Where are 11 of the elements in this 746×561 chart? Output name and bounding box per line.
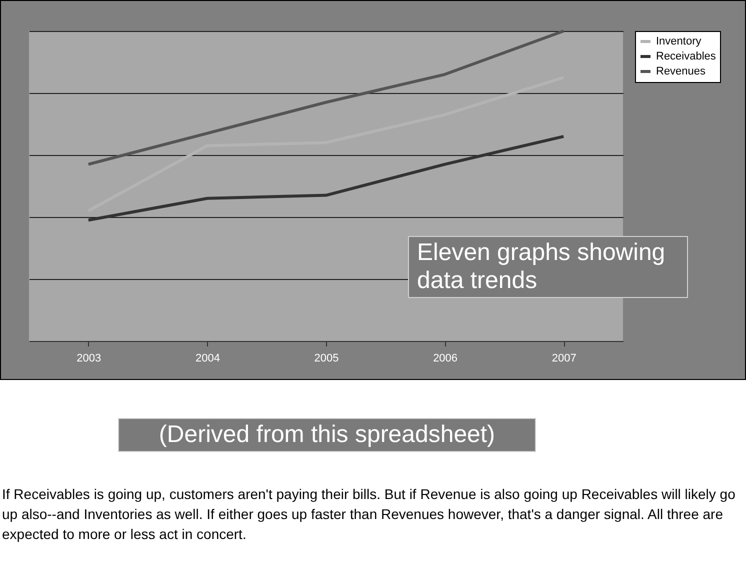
x-tick-label: 2006 bbox=[433, 352, 458, 364]
x-tick-label: 2005 bbox=[314, 352, 339, 364]
x-tick-label: 2004 bbox=[195, 352, 220, 364]
legend-label: Receivables bbox=[656, 50, 716, 62]
annotation: Eleven graphs showing data trends bbox=[408, 236, 688, 298]
text: (Derived from this spreadsheet) bbox=[118, 418, 536, 452]
legend-label: Revenues bbox=[656, 66, 706, 78]
legend-label: Inventory bbox=[656, 36, 702, 48]
x-tick-label: 2003 bbox=[76, 352, 102, 364]
x-tick-label: 2007 bbox=[552, 352, 576, 364]
text: If Receivables is going up, customers aren't paying their bills. But if Revenue is also going up Receivables will likely go up also--and Inventories as well. If either goes up faster than Revenues however, that's a danger signal. All three are expected to more or less act in concert. bbox=[2, 485, 736, 544]
